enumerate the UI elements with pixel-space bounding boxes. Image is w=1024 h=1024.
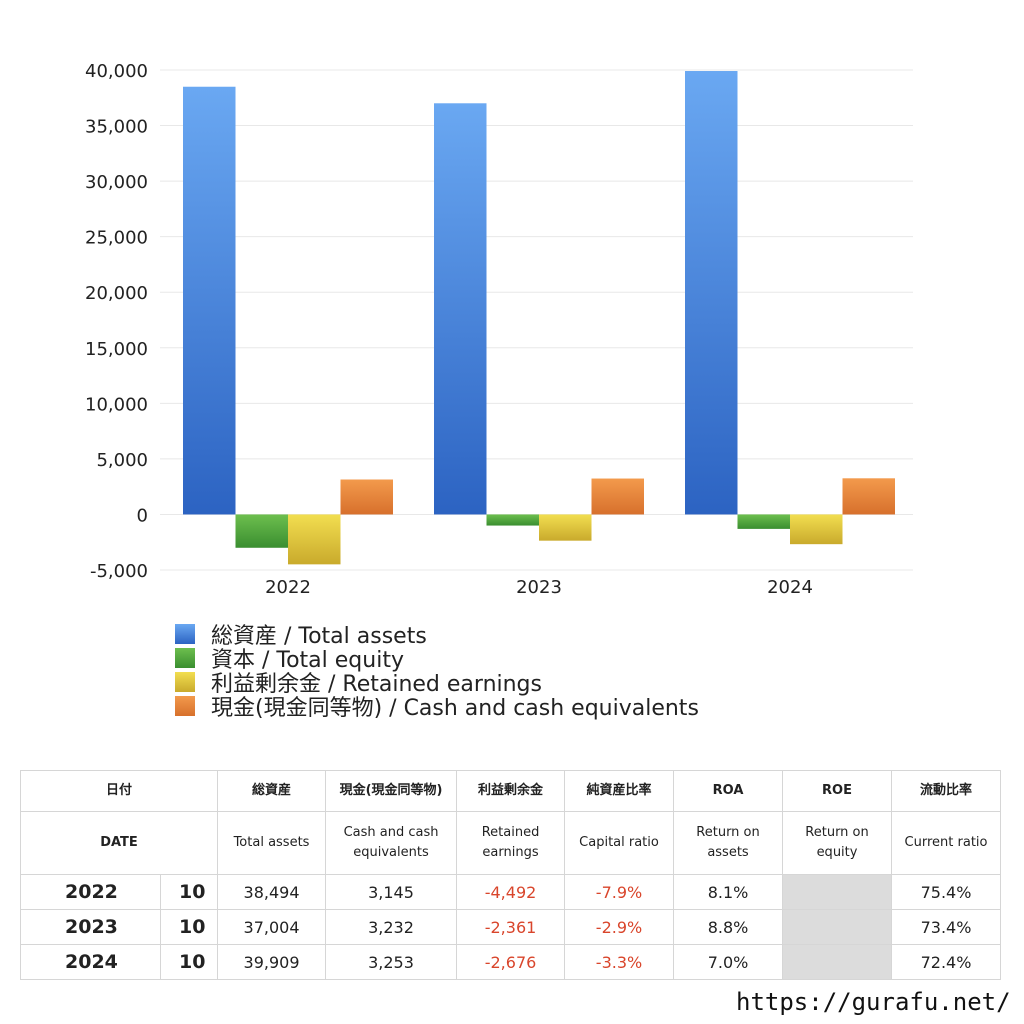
cell-capital-ratio: -2.9% — [564, 909, 675, 945]
row-month: 10 — [159, 909, 219, 945]
table-header-en: DATE Total assets Cash and cash equivale… — [19, 811, 1002, 875]
header-total-assets-en: Total assets — [217, 811, 327, 875]
legend-swatch-total-assets — [175, 624, 195, 644]
header-date-ja: 日付 — [19, 770, 219, 812]
bar-retained-earnings-2022 — [288, 514, 341, 565]
bar-total-equity-2022 — [235, 514, 288, 548]
cell-capital-ratio: -3.3% — [564, 944, 675, 980]
cell-roa: 8.8% — [673, 909, 784, 945]
bar-cash-2024 — [842, 478, 895, 515]
header-retained-ja: 利益剰余金 — [456, 770, 566, 812]
legend-swatch-cash — [175, 696, 195, 716]
header-current-ratio-ja: 流動比率 — [891, 770, 1002, 812]
y-tick-label: 10,000 — [85, 394, 148, 415]
table-row: 2023 10 37,004 3,232 -2,361 -2.9% 8.8% 7… — [20, 909, 1002, 945]
cell-roa: 8.1% — [673, 874, 784, 910]
y-axis-ticks: 40,000 35,000 30,000 25,000 20,000 15,000 10,0… — [85, 61, 148, 582]
x-tick-label: 2024 — [767, 577, 813, 598]
header-date-en: DATE — [19, 811, 219, 875]
legend-item-retained-earnings: 利益剰余金 / Retained earnings — [175, 670, 699, 697]
table-row: 2022 10 38,494 3,145 -4,492 -7.9% 8.1% 7… — [20, 874, 1002, 910]
cell-roa: 7.0% — [673, 944, 784, 980]
legend-label-total-assets: 総資産 / Total assets — [211, 624, 427, 649]
legend-item-total-assets: 総資産 / Total assets — [175, 622, 699, 649]
bar-cash-2023 — [591, 478, 644, 515]
header-current-ratio-en: Current ratio — [891, 811, 1002, 875]
x-axis-ticks: 2022 2023 2024 — [265, 577, 813, 598]
cell-current-ratio: 75.4% — [891, 874, 1002, 910]
cell-current-ratio: 73.4% — [891, 909, 1002, 945]
cell-roe — [782, 909, 893, 945]
site-url[interactable]: https://gurafu.net/ — [736, 988, 1011, 1016]
header-retained-en: Retained earnings — [456, 811, 566, 875]
cell-retained: -2,676 — [456, 944, 566, 980]
row-year: 2024 — [20, 944, 161, 980]
legend-swatch-retained-earnings — [175, 672, 195, 692]
table-row: 2024 10 39,909 3,253 -2,676 -3.3% 7.0% 7… — [20, 944, 1002, 980]
bar-chart: 40,000 35,000 30,000 25,000 20,000 15,000 10,0… — [85, 61, 913, 598]
legend-label-retained-earnings: 利益剰余金 / Retained earnings — [211, 672, 542, 697]
bar-retained-earnings-2024 — [790, 514, 843, 545]
row-month: 10 — [159, 874, 219, 910]
y-tick-label: 20,000 — [85, 283, 148, 304]
cell-capital-ratio: -7.9% — [564, 874, 675, 910]
cell-retained: -2,361 — [456, 909, 566, 945]
cell-cash: 3,145 — [325, 874, 458, 910]
row-month: 10 — [159, 944, 219, 980]
header-capital-ratio-en: Capital ratio — [564, 811, 675, 875]
bar-total-equity-2023 — [486, 514, 539, 526]
cell-total-assets: 39,909 — [217, 944, 327, 980]
legend-item-cash: 現金(現金同等物) / Cash and cash equivalents — [175, 694, 699, 721]
y-tick-label: -5,000 — [90, 561, 148, 582]
cell-retained: -4,492 — [456, 874, 566, 910]
cell-roe — [782, 874, 893, 910]
bar-retained-earnings-2023 — [539, 514, 592, 541]
header-total-assets-ja: 総資産 — [217, 770, 327, 812]
cell-current-ratio: 72.4% — [891, 944, 1002, 980]
bar-total-equity-2024 — [737, 514, 790, 529]
legend: 総資産 / Total assets 資本 / Total equity 利益剰… — [175, 622, 699, 721]
header-cash-en: Cash and cash equivalents — [325, 811, 458, 875]
y-tick-label: 40,000 — [85, 61, 148, 82]
header-cash-ja: 現金(現金同等物) — [325, 770, 458, 812]
header-roa-ja: ROA — [673, 770, 784, 812]
cell-cash: 3,253 — [325, 944, 458, 980]
y-tick-label: 15,000 — [85, 339, 148, 360]
y-tick-label: 0 — [137, 505, 148, 526]
cell-total-assets: 38,494 — [217, 874, 327, 910]
cell-cash: 3,232 — [325, 909, 458, 945]
bar-cash-2022 — [340, 479, 393, 515]
legend-label-cash: 現金(現金同等物) / Cash and cash equivalents — [211, 696, 699, 721]
x-tick-label: 2022 — [265, 577, 311, 598]
header-capital-ratio-ja: 純資産比率 — [564, 770, 675, 812]
bar-total-assets-2022 — [183, 86, 236, 515]
cell-roe — [782, 944, 893, 980]
cell-total-assets: 37,004 — [217, 909, 327, 945]
legend-item-total-equity: 資本 / Total equity — [175, 646, 699, 673]
legend-label-total-equity: 資本 / Total equity — [211, 648, 404, 673]
gridlines — [160, 69, 913, 571]
y-tick-label: 5,000 — [96, 450, 148, 471]
bars — [183, 71, 895, 565]
bar-total-assets-2024 — [685, 71, 738, 515]
header-roa-en: Return on assets — [673, 811, 784, 875]
x-tick-label: 2023 — [516, 577, 562, 598]
financial-table: 日付 総資産 現金(現金同等物) 利益剰余金 純資産比率 ROA ROE 流動比… — [19, 770, 1002, 980]
header-roe-ja: ROE — [782, 770, 893, 812]
row-year: 2022 — [20, 874, 161, 910]
legend-swatch-total-equity — [175, 648, 195, 668]
y-tick-label: 25,000 — [85, 228, 148, 249]
bar-total-assets-2023 — [434, 103, 487, 515]
table-header-ja: 日付 総資産 現金(現金同等物) 利益剰余金 純資産比率 ROA ROE 流動比… — [19, 770, 1002, 812]
y-tick-label: 35,000 — [85, 117, 148, 138]
header-roe-en: Return on equity — [782, 811, 893, 875]
row-year: 2023 — [20, 909, 161, 945]
y-tick-label: 30,000 — [85, 172, 148, 193]
